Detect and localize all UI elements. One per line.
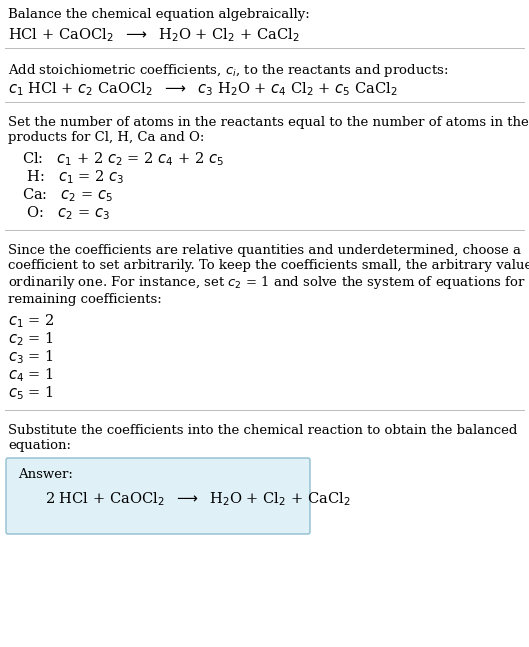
Text: $c_4$ = 1: $c_4$ = 1 [8, 366, 53, 384]
Text: HCl + CaOCl$_2$  $\longrightarrow$  H$_2$O + Cl$_2$ + CaCl$_2$: HCl + CaOCl$_2$ $\longrightarrow$ H$_2$O… [8, 26, 299, 44]
FancyBboxPatch shape [6, 458, 310, 534]
Text: $c_3$ = 1: $c_3$ = 1 [8, 348, 53, 366]
Text: $c_5$ = 1: $c_5$ = 1 [8, 384, 53, 402]
Text: Answer:: Answer: [18, 468, 73, 481]
Text: H:   $c_1$ = 2 $c_3$: H: $c_1$ = 2 $c_3$ [22, 168, 124, 186]
Text: Cl:   $c_1$ + 2 $c_2$ = 2 $c_4$ + 2 $c_5$: Cl: $c_1$ + 2 $c_2$ = 2 $c_4$ + 2 $c_5$ [22, 150, 224, 168]
Text: 2 HCl + CaOCl$_2$  $\longrightarrow$  H$_2$O + Cl$_2$ + CaCl$_2$: 2 HCl + CaOCl$_2$ $\longrightarrow$ H$_2… [45, 490, 351, 508]
Text: Add stoichiometric coefficients, $c_i$, to the reactants and products:: Add stoichiometric coefficients, $c_i$, … [8, 62, 449, 79]
Text: Since the coefficients are relative quantities and underdetermined, choose a
coe: Since the coefficients are relative quan… [8, 244, 529, 307]
Text: Set the number of atoms in the reactants equal to the number of atoms in the
pro: Set the number of atoms in the reactants… [8, 116, 529, 144]
Text: Substitute the coefficients into the chemical reaction to obtain the balanced
eq: Substitute the coefficients into the che… [8, 424, 517, 452]
Text: O:   $c_2$ = $c_3$: O: $c_2$ = $c_3$ [22, 204, 110, 222]
Text: Balance the chemical equation algebraically:: Balance the chemical equation algebraica… [8, 8, 310, 21]
Text: Ca:   $c_2$ = $c_5$: Ca: $c_2$ = $c_5$ [22, 186, 113, 204]
Text: $c_1$ HCl + $c_2$ CaOCl$_2$  $\longrightarrow$  $c_3$ H$_2$O + $c_4$ Cl$_2$ + $c: $c_1$ HCl + $c_2$ CaOCl$_2$ $\longrighta… [8, 80, 398, 98]
Text: $c_1$ = 2: $c_1$ = 2 [8, 312, 54, 330]
Text: $c_2$ = 1: $c_2$ = 1 [8, 330, 53, 347]
